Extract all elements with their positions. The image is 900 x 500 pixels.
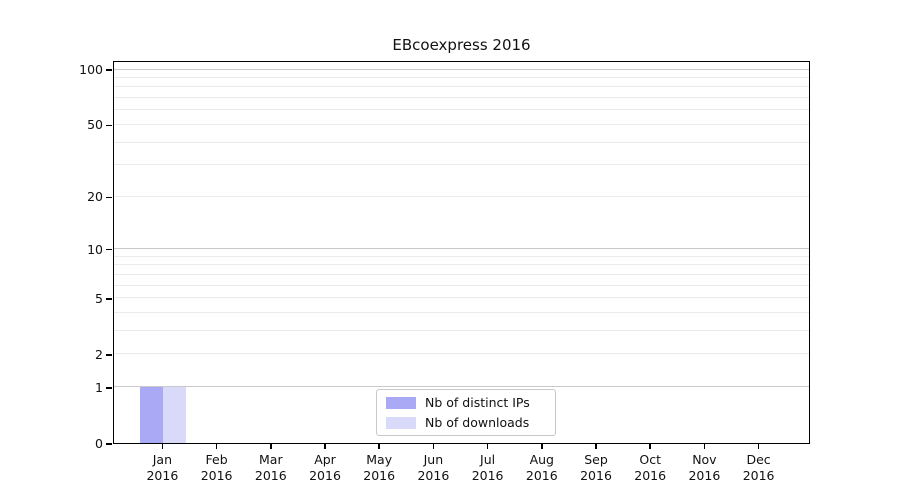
x-tick-mark [270, 444, 272, 449]
x-tick-label: Apr 2016 [293, 452, 357, 483]
y-tick-label: 20 [87, 189, 103, 205]
x-tick-year: 2016 [634, 467, 667, 483]
x-tick-year: 2016 [688, 467, 721, 483]
x-tick-year: 2016 [254, 467, 287, 483]
minor-gridline [114, 284, 809, 286]
y-tick-label: 2 [95, 346, 103, 362]
x-tick-mark [486, 444, 489, 449]
minor-gridline [114, 76, 809, 78]
minor-gridline [114, 255, 809, 257]
legend-label-distinct-ips: Nb of distinct IPs [425, 395, 530, 410]
x-tick-label: Mar 2016 [239, 452, 303, 483]
y-tick-mark [106, 443, 112, 445]
x-tick-month: Aug [529, 452, 554, 467]
x-tick-year: 2016 [580, 467, 612, 483]
y-tick-label: 0 [95, 436, 103, 451]
x-tick-month: Dec [746, 452, 771, 467]
legend-item-distinct-ips: Nb of distinct IPs [386, 395, 555, 410]
x-tick-label: Jun 2016 [401, 452, 465, 483]
x-tick-label: Oct 2016 [618, 452, 682, 483]
x-tick-label: May 2016 [347, 452, 411, 483]
minor-gridline [114, 312, 809, 314]
x-tick-mark [703, 444, 706, 449]
minor-gridline [114, 86, 809, 88]
x-tick-month: Jan [152, 452, 173, 467]
x-tick-year: 2016 [742, 467, 775, 483]
plot-area [113, 61, 810, 444]
y-tick-mark [106, 248, 112, 251]
minor-gridline [114, 123, 809, 125]
x-tick-mark [649, 444, 651, 449]
major-gridline [114, 68, 809, 70]
chart-title: EBcoexpress 2016 [392, 36, 531, 54]
legend-swatch-downloads [386, 416, 416, 429]
x-tick-month: Jun [423, 452, 444, 467]
y-tick-label: 100 [79, 61, 103, 77]
major-gridline [114, 248, 809, 250]
x-tick-month: Nov [692, 452, 717, 467]
x-tick-year: 2016 [525, 467, 558, 483]
minor-gridline [114, 195, 809, 197]
minor-gridline [114, 141, 809, 143]
minor-gridline [114, 109, 809, 111]
legend-label-downloads: Nb of downloads [425, 415, 530, 430]
legend-item-downloads: Nb of downloads [386, 415, 555, 430]
x-tick-year: 2016 [471, 467, 504, 483]
y-tick-mark [106, 124, 112, 127]
x-tick-label: Dec 2016 [727, 452, 791, 483]
x-tick-month: Sep [584, 452, 608, 467]
x-tick-month: Oct [639, 452, 661, 467]
minor-gridline [114, 273, 809, 275]
x-tick-label: Aug 2016 [510, 452, 574, 483]
y-tick-label: 10 [87, 241, 103, 257]
x-tick-month: May [366, 452, 393, 467]
x-tick-year: 2016 [363, 467, 396, 483]
x-tick-mark [757, 444, 760, 449]
major-gridline [114, 386, 809, 388]
minor-gridline [114, 264, 809, 266]
y-tick-label: 5 [95, 290, 103, 306]
x-tick-label: Sep 2016 [564, 452, 628, 483]
x-tick-year: 2016 [200, 467, 233, 483]
x-tick-mark [161, 444, 164, 449]
x-tick-year: 2016 [417, 467, 450, 483]
x-tick-label: Feb 2016 [185, 452, 249, 483]
legend: Nb of distinct IPs Nb of downloads [376, 389, 556, 436]
minor-gridline [114, 164, 809, 166]
y-tick-mark [106, 69, 112, 71]
x-tick-mark [595, 444, 597, 449]
y-tick-mark [106, 298, 112, 300]
x-tick-label: Jul 2016 [456, 452, 520, 483]
bar-distinct-ips-jan [140, 386, 164, 443]
y-tick-label: 1 [95, 379, 103, 395]
x-tick-month: Apr [314, 452, 336, 467]
minor-gridline [114, 297, 809, 299]
x-tick-label: Nov 2016 [672, 452, 736, 483]
x-tick-label: Jan 2016 [130, 452, 194, 483]
x-tick-mark [432, 444, 435, 449]
bar-downloads-jan [163, 386, 187, 443]
minor-gridline [114, 353, 809, 355]
minor-gridline [114, 97, 809, 99]
x-tick-mark [378, 444, 380, 449]
x-tick-month: Mar [259, 452, 283, 467]
y-tick-mark [106, 387, 112, 389]
y-tick-mark [106, 354, 112, 356]
x-tick-mark [324, 444, 326, 449]
x-tick-year: 2016 [309, 467, 341, 483]
y-tick-label: 50 [87, 117, 103, 133]
x-tick-year: 2016 [146, 467, 179, 483]
x-tick-mark [215, 444, 218, 449]
y-tick-mark [106, 196, 112, 199]
x-tick-month: Feb [205, 452, 228, 467]
minor-gridline [114, 330, 809, 332]
x-tick-mark [541, 444, 543, 449]
x-tick-month: Jul [480, 452, 496, 467]
legend-swatch-distinct-ips [386, 396, 416, 409]
